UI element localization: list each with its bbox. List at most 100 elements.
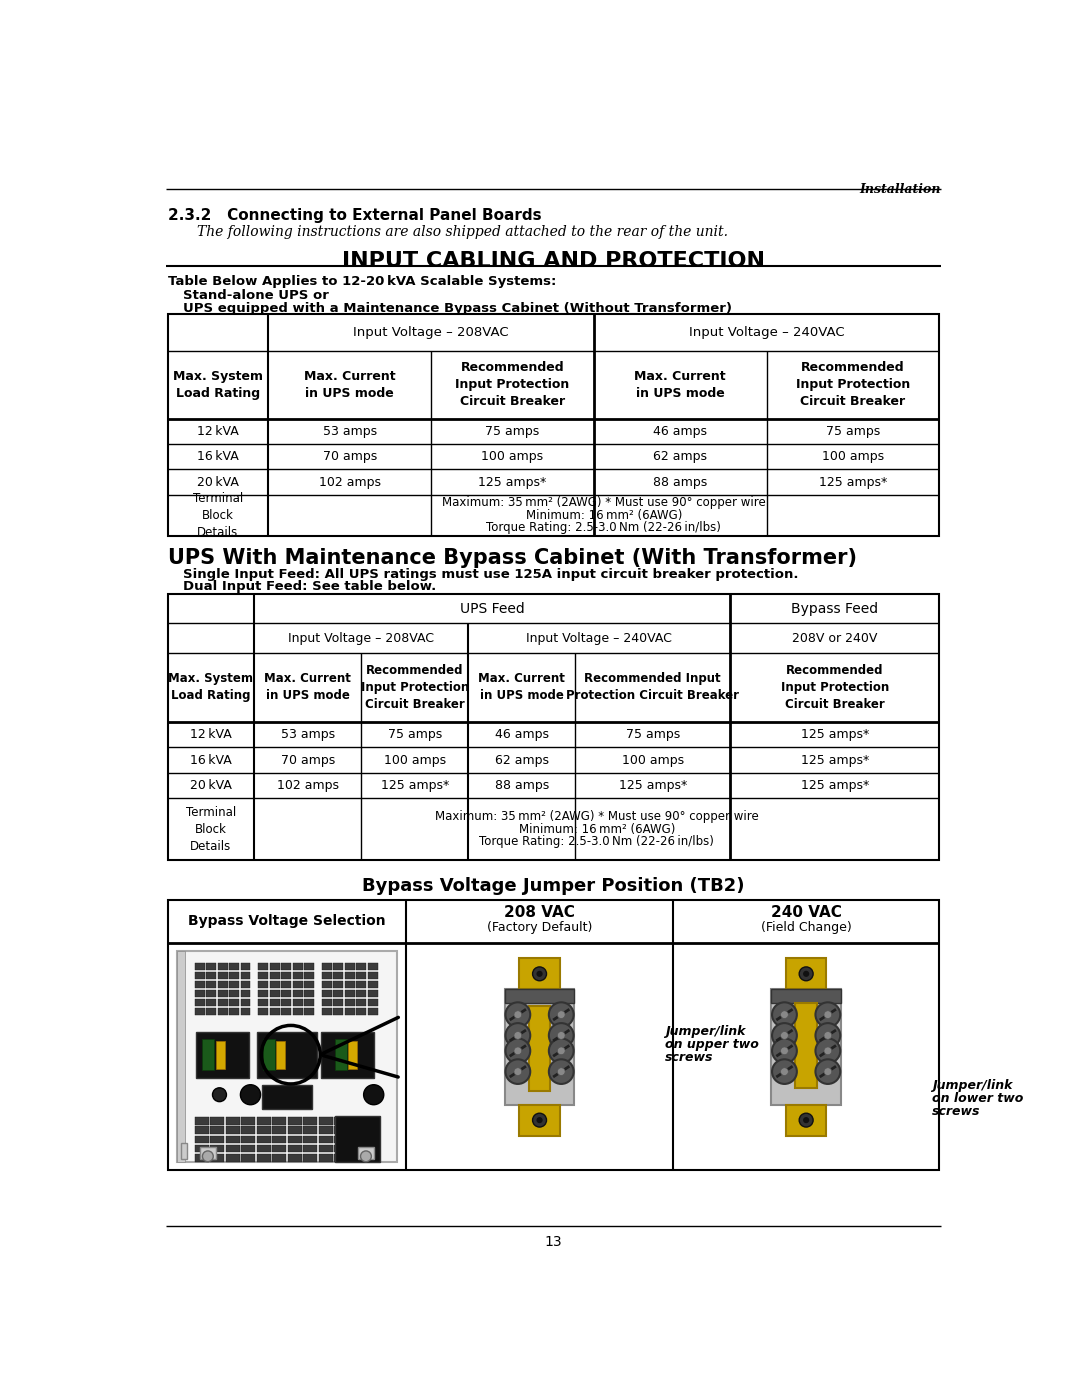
Circle shape: [772, 1002, 797, 1027]
Bar: [322, 963, 332, 971]
Bar: [194, 999, 204, 1006]
Bar: [258, 999, 268, 1006]
Bar: [365, 1144, 379, 1153]
Bar: [241, 999, 251, 1006]
Text: 62 amps: 62 amps: [653, 450, 707, 464]
Bar: [350, 1144, 364, 1153]
Bar: [771, 989, 841, 1105]
Bar: [272, 1154, 286, 1162]
Bar: [167, 314, 940, 535]
Text: 13: 13: [544, 1235, 563, 1249]
Bar: [367, 972, 378, 979]
Text: 20 kVA: 20 kVA: [190, 780, 232, 792]
Circle shape: [241, 1084, 260, 1105]
Bar: [322, 981, 332, 989]
Bar: [303, 1136, 318, 1143]
Bar: [367, 981, 378, 989]
Bar: [335, 1116, 380, 1162]
Bar: [206, 972, 216, 979]
Bar: [241, 1009, 251, 1016]
Text: Torque Rating: 2.5-3.0 Nm (22-26 in/lbs): Torque Rating: 2.5-3.0 Nm (22-26 in/lbs): [486, 521, 721, 534]
Bar: [257, 1136, 271, 1143]
Bar: [257, 1144, 271, 1153]
Text: 16 kVA: 16 kVA: [197, 450, 239, 464]
Bar: [322, 990, 332, 997]
Text: Recommended
Input Protection
Circuit Breaker: Recommended Input Protection Circuit Bre…: [456, 362, 569, 408]
Bar: [241, 1126, 255, 1134]
Bar: [258, 981, 268, 989]
Bar: [345, 981, 354, 989]
Circle shape: [781, 1067, 788, 1076]
Text: Input Voltage – 208VAC: Input Voltage – 208VAC: [288, 631, 434, 644]
Bar: [229, 981, 239, 989]
Bar: [356, 1009, 366, 1016]
Text: UPS Feed: UPS Feed: [460, 602, 525, 616]
Bar: [335, 1039, 347, 1070]
Bar: [345, 1009, 354, 1016]
Text: 53 amps: 53 amps: [281, 728, 335, 742]
Text: Torque Rating: 2.5-3.0 Nm (22-26 in/lbs): Torque Rating: 2.5-3.0 Nm (22-26 in/lbs): [480, 835, 714, 848]
Bar: [281, 1009, 292, 1016]
Bar: [293, 981, 302, 989]
Bar: [272, 1144, 286, 1153]
Circle shape: [557, 1011, 565, 1018]
Bar: [229, 999, 239, 1006]
Circle shape: [824, 1011, 832, 1018]
Bar: [217, 963, 228, 971]
Text: screws: screws: [932, 1105, 981, 1118]
Bar: [345, 990, 354, 997]
Circle shape: [781, 1046, 788, 1055]
Bar: [356, 981, 366, 989]
Text: 125 amps*: 125 amps*: [800, 780, 869, 792]
Bar: [334, 999, 343, 1006]
Text: 240 VAC: 240 VAC: [771, 905, 841, 919]
Circle shape: [532, 1113, 546, 1127]
Bar: [281, 963, 292, 971]
Bar: [211, 1154, 225, 1162]
Text: 125 amps*: 125 amps*: [619, 780, 687, 792]
Bar: [367, 990, 378, 997]
Bar: [319, 1154, 333, 1162]
Bar: [356, 972, 366, 979]
Text: screws: screws: [665, 1052, 714, 1065]
Bar: [350, 1154, 364, 1162]
Text: Input Voltage – 208VAC: Input Voltage – 208VAC: [353, 326, 509, 339]
Bar: [293, 1009, 302, 1016]
Bar: [194, 1126, 208, 1134]
Bar: [303, 1126, 318, 1134]
Bar: [305, 963, 314, 971]
Bar: [167, 594, 940, 861]
Text: Bypass Voltage Selection: Bypass Voltage Selection: [188, 915, 386, 929]
Bar: [194, 1118, 208, 1125]
Bar: [305, 981, 314, 989]
Circle shape: [815, 1002, 840, 1027]
Bar: [217, 999, 228, 1006]
Circle shape: [772, 1038, 797, 1063]
Bar: [281, 972, 292, 979]
Text: Bypass Feed: Bypass Feed: [792, 602, 878, 616]
Circle shape: [505, 1002, 530, 1027]
Text: 75 amps: 75 amps: [625, 728, 679, 742]
Bar: [257, 1031, 318, 1077]
Circle shape: [514, 1067, 522, 1076]
Bar: [334, 1126, 348, 1134]
Text: 125 amps*: 125 amps*: [478, 476, 546, 489]
Text: Max. System
Load Rating: Max. System Load Rating: [168, 672, 254, 703]
Bar: [257, 1154, 271, 1162]
Text: 75 amps: 75 amps: [826, 425, 880, 437]
Circle shape: [549, 1059, 573, 1084]
Bar: [504, 989, 575, 1003]
Bar: [177, 951, 185, 1162]
Bar: [258, 1009, 268, 1016]
Bar: [272, 1118, 286, 1125]
Bar: [356, 990, 366, 997]
Bar: [334, 1118, 348, 1125]
Text: 12 kVA: 12 kVA: [190, 728, 232, 742]
Circle shape: [781, 1031, 788, 1039]
Bar: [303, 1118, 318, 1125]
Text: 125 amps*: 125 amps*: [800, 753, 869, 767]
Bar: [795, 1003, 816, 1088]
Circle shape: [804, 1118, 809, 1123]
Text: Installation: Installation: [860, 183, 941, 196]
Bar: [194, 972, 204, 979]
